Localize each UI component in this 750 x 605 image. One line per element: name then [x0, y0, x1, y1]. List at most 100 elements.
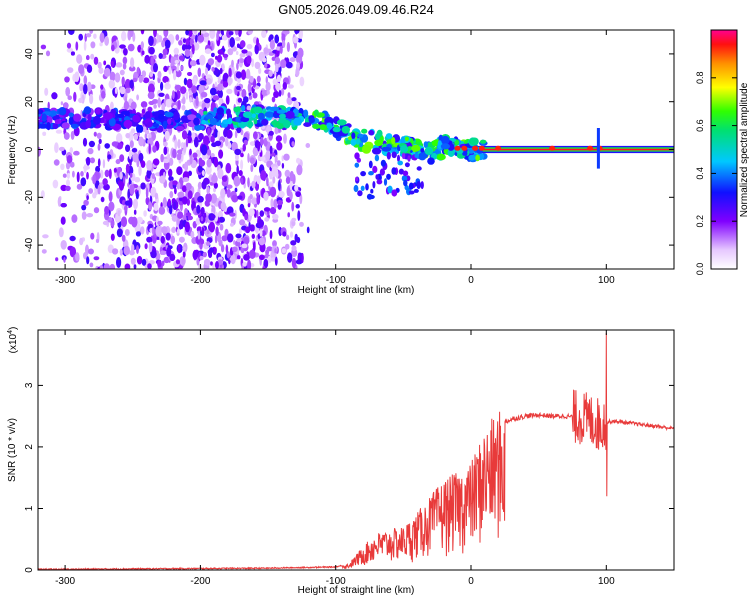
spectrogram-noise-cell: [93, 131, 97, 137]
snr-y-ticks: 0 1 2 3: [24, 382, 674, 573]
spectrogram-noise-cell: [297, 252, 301, 262]
spectrogram-noise-cell: [196, 226, 203, 233]
spectrogram-noise-cell: [135, 231, 141, 237]
spectrogram-peak-cell: [472, 145, 479, 151]
spectrogram-peak-cell: [587, 145, 594, 151]
spectrogram-noise-cell: [117, 210, 121, 217]
spectrogram-ridge-cell: [312, 123, 321, 129]
x-tick-label: -200: [190, 576, 210, 587]
spectrogram-noise-cell: [235, 233, 242, 239]
spectrogram-noise-cell: [259, 228, 263, 237]
spectrogram-noise-cell: [277, 160, 281, 167]
spectrogram-noise-cell: [150, 56, 154, 66]
spectrogram-ridge-cell: [235, 117, 240, 123]
spectrogram-noise-cell: [162, 197, 167, 208]
spectrogram-noise-cell: [134, 177, 141, 183]
spectrogram-noise-cell: [68, 30, 75, 35]
spectrogram-noise-cell: [215, 226, 219, 236]
spectrogram-noise-cell: [156, 32, 160, 44]
spectrogram-noise-cell: [129, 184, 135, 195]
spectrogram-noise-cell: [268, 181, 274, 188]
spectrogram-noise-cell: [160, 250, 167, 255]
spectrogram-noise-cell: [149, 71, 154, 78]
spectrogram-noise-cell: [281, 32, 286, 43]
spectrogram-noise-cell: [251, 180, 256, 189]
spectrogram-noise-cell: [153, 158, 160, 166]
spectrogram-noise-cell: [217, 259, 223, 265]
spectrogram-ridge-cell: [95, 108, 101, 114]
spectrogram-noise-cell: [116, 228, 123, 238]
spectrogram-noise-cell: [76, 171, 80, 183]
spectrogram-noise-cell: [211, 52, 215, 58]
spectrogram-streak-cell: [357, 190, 363, 197]
spectrogram-noise-cell: [197, 230, 201, 240]
spectrogram-noise-cell: [168, 66, 172, 75]
spectrogram-noise-cell: [86, 195, 89, 201]
spectrogram-noise-cell: [86, 256, 90, 265]
spectrogram-streak-cell: [407, 155, 411, 162]
spectrogram-noise-cell: [111, 141, 119, 147]
spectrogram-noise-cell: [74, 71, 80, 83]
spectrogram-noise-cell: [186, 78, 193, 89]
spectrogram-ridge-cell: [138, 124, 144, 133]
spectrogram-noise-cell: [216, 54, 223, 63]
spectrogram-noise-cell: [200, 238, 205, 245]
spectrogram-noise-cell: [291, 201, 295, 212]
spectrogram-ridge-cell: [87, 113, 92, 122]
spectrogram-noise-cell: [294, 233, 298, 243]
spectrogram-noise-cell: [159, 175, 166, 184]
spectrogram-noise-cell: [240, 69, 247, 80]
spectrogram-noise-cell: [278, 89, 282, 97]
spectrogram-ridge-cell: [475, 154, 480, 162]
spectrogram-noise-cell: [170, 65, 177, 71]
spectrogram-noise-cell: [221, 63, 225, 71]
spectrogram-noise-cell: [165, 81, 170, 87]
spectrogram-noise-cell: [281, 162, 285, 169]
spectrogram-noise-cell: [197, 181, 202, 190]
spectrogram-noise-cell: [89, 262, 94, 268]
spectrogram-ridge-cell: [420, 148, 425, 153]
spectrogram-noise-cell: [225, 95, 230, 105]
spectrogram-noise-cell: [147, 137, 154, 146]
spectrogram-noise-cell: [183, 142, 187, 154]
spectrogram-ridge-cell: [85, 119, 91, 129]
spectrogram-noise-cell: [191, 44, 195, 55]
spectrogram-streak-cell: [408, 190, 415, 195]
spectrogram-noise-cell: [227, 48, 234, 56]
figure-title: GN05.2026.049.09.46.R24: [278, 2, 433, 17]
spectrogram-streak-cell: [380, 159, 386, 167]
spectrogram-noise-cell: [257, 219, 264, 228]
spectrogram-noise-cell: [63, 132, 70, 140]
spectrogram-noise-cell: [203, 212, 207, 218]
spectrogram-noise-cell: [153, 62, 158, 73]
spectrogram-noise-cell: [236, 85, 241, 91]
spectrogram-ridge-cell: [116, 113, 125, 118]
spectrogram-noise-cell: [217, 130, 220, 140]
x-tick-label: -100: [326, 576, 346, 587]
spectrogram-noise-cell: [150, 186, 157, 198]
spectrogram-noise-cell: [83, 83, 88, 95]
spectrogram-ridge-cell: [350, 138, 357, 146]
spectrogram-ridge-cell: [271, 120, 277, 126]
spectrogram-noise-cell: [44, 87, 49, 96]
spectrogram-noise-cell: [170, 56, 175, 67]
spectrogram-peak-cell: [495, 145, 502, 151]
spectrogram-noise-cell: [234, 148, 242, 156]
spectrogram-noise-cell: [280, 59, 287, 69]
spectrogram-noise-cell: [158, 92, 165, 97]
spectrogram-noise-cell: [166, 247, 172, 257]
spectrogram-noise-cell: [58, 227, 64, 238]
spectrogram-ridge-cell: [285, 110, 295, 119]
spectrogram-noise-cell: [265, 81, 271, 92]
spectrogram-streak-cell: [379, 168, 385, 176]
spectrogram-noise-cell: [217, 168, 224, 180]
spectrogram-ridge-cell: [70, 123, 79, 129]
spectrogram-noise-cell: [290, 240, 297, 246]
spectrogram-ridge-cell: [68, 112, 74, 118]
spectrogram-noise-cell: [263, 191, 269, 201]
spectrogram-noise-cell: [124, 78, 131, 90]
spectrogram-ridge-cell: [242, 111, 253, 118]
spectrogram-noise-cell: [142, 77, 150, 84]
spectrogram-noise-cell: [258, 67, 262, 74]
spectrogram-noise-cell: [291, 141, 295, 147]
